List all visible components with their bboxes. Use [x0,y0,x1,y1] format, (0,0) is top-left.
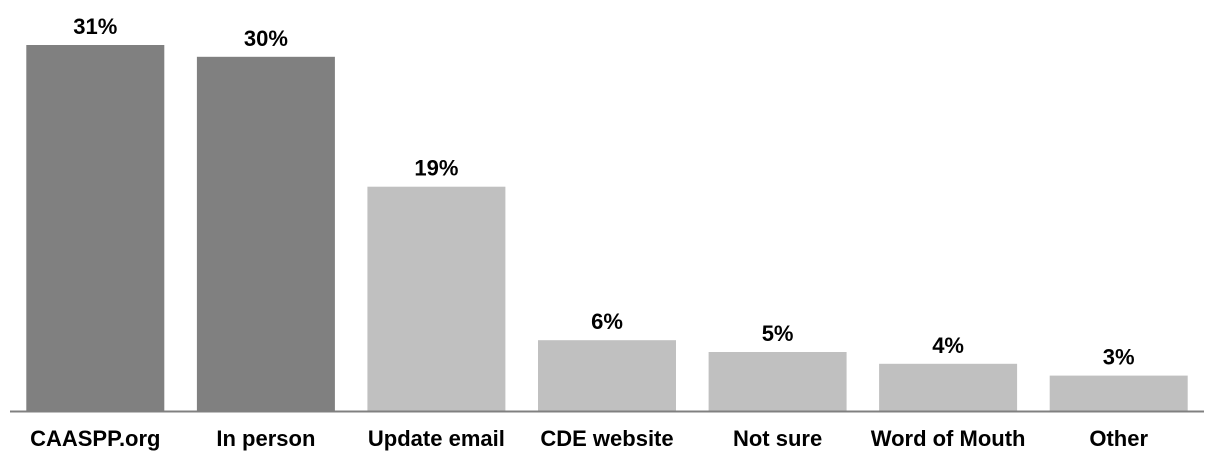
x-tick-label-cde-website: CDE website [540,426,673,451]
bar-caaspp-org [26,45,165,411]
bars-group [26,45,1188,412]
x-tick-label-in-person: In person [216,426,315,451]
value-labels-group: 31% 30% 19% 6% 5% 4% 3% [73,14,1134,370]
data-label-caaspp-org: 31% [73,14,117,39]
bar-cde-website [538,340,676,411]
data-label-word-of-mouth: 4% [932,333,964,358]
bar-in-person [196,56,335,412]
data-label-cde-website: 6% [591,309,623,334]
data-label-other: 3% [1103,345,1135,370]
data-label-update-email: 19% [414,156,458,181]
x-tick-label-other: Other [1089,426,1148,451]
bar-other [1049,375,1188,411]
x-tick-label-word-of-mouth: Word of Mouth [871,426,1026,451]
x-tick-label-not-sure: Not sure [733,426,822,451]
x-tick-label-update-email: Update email [368,426,505,451]
data-label-not-sure: 5% [762,321,794,346]
bar-word-of-mouth [879,363,1018,411]
x-tick-label-caaspp-org: CAASPP.org [30,426,160,451]
data-label-in-person: 30% [244,26,288,51]
bar-update-email [367,186,506,411]
x-tick-labels-group: CAASPP.org In person Update email CDE websi… [30,426,1148,451]
bar-not-sure [708,352,847,411]
